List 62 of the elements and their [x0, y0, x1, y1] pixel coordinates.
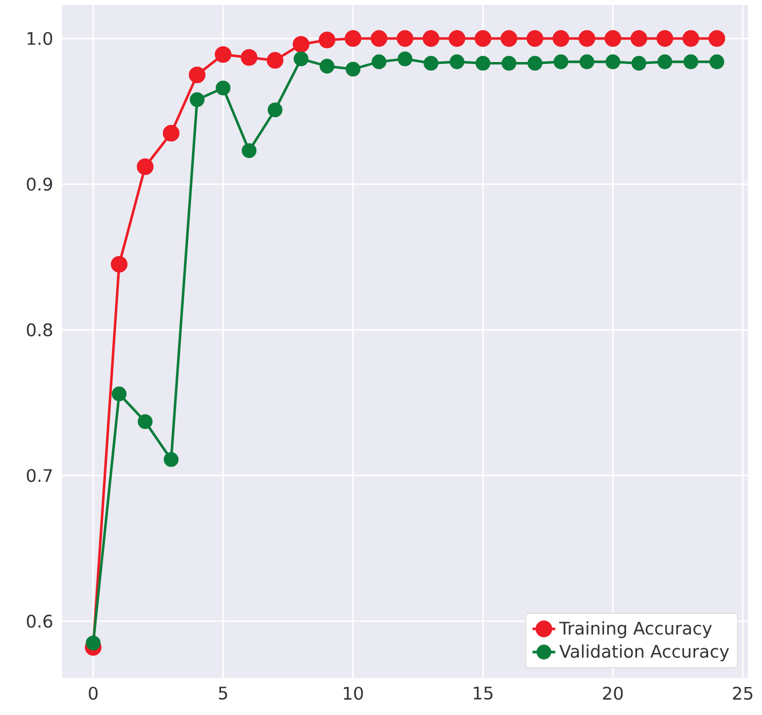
point [474, 30, 492, 47]
point [110, 256, 128, 273]
point [656, 30, 674, 47]
point [372, 54, 386, 70]
point [86, 636, 101, 650]
point [526, 30, 544, 47]
point [398, 51, 412, 66]
point [268, 102, 282, 118]
point [554, 54, 568, 70]
x-tick-label: 0 [88, 686, 98, 700]
x-tick-label: 25 [733, 686, 752, 700]
point [346, 62, 360, 76]
point [605, 54, 620, 70]
point [294, 51, 308, 66]
point [396, 30, 414, 47]
point [657, 54, 672, 70]
point [578, 30, 596, 47]
point [682, 30, 700, 47]
point [502, 56, 516, 71]
x-tick-label: 15 [474, 686, 492, 700]
x-tick-label: 5 [218, 686, 228, 700]
x-tick-label: 20 [603, 686, 623, 700]
point [164, 452, 179, 467]
point [188, 66, 206, 84]
point [604, 30, 622, 47]
point [214, 46, 232, 63]
point [266, 52, 284, 69]
point [292, 36, 310, 53]
legend-label: Validation Accuracy [559, 644, 729, 662]
point [709, 54, 724, 70]
point [136, 158, 154, 176]
y-tick-label: 0.6 [26, 614, 52, 628]
point [448, 30, 466, 47]
point [631, 56, 646, 71]
y-tick-label: 0.9 [26, 178, 52, 191]
point [476, 56, 490, 71]
point [162, 124, 180, 142]
point [240, 49, 258, 66]
point [630, 30, 648, 47]
y-tick-label: 0.8 [26, 323, 52, 336]
point [500, 30, 518, 47]
point [344, 30, 362, 47]
point [580, 54, 594, 70]
point [528, 56, 542, 71]
point [320, 58, 334, 74]
point [216, 80, 231, 96]
y-tick-label: 1.0 [28, 32, 52, 46]
point [450, 54, 464, 70]
point [190, 92, 205, 108]
point [422, 30, 440, 47]
point [138, 414, 153, 430]
point [318, 32, 336, 48]
point [370, 30, 388, 47]
point [242, 143, 256, 158]
point [708, 30, 726, 47]
point [552, 30, 570, 47]
legend-label: Training Accuracy [559, 621, 712, 638]
x-tick-label: 10 [344, 686, 363, 700]
point [683, 54, 698, 70]
y-tick-label: 0.7 [26, 468, 52, 482]
point [424, 56, 438, 71]
point [112, 386, 127, 402]
